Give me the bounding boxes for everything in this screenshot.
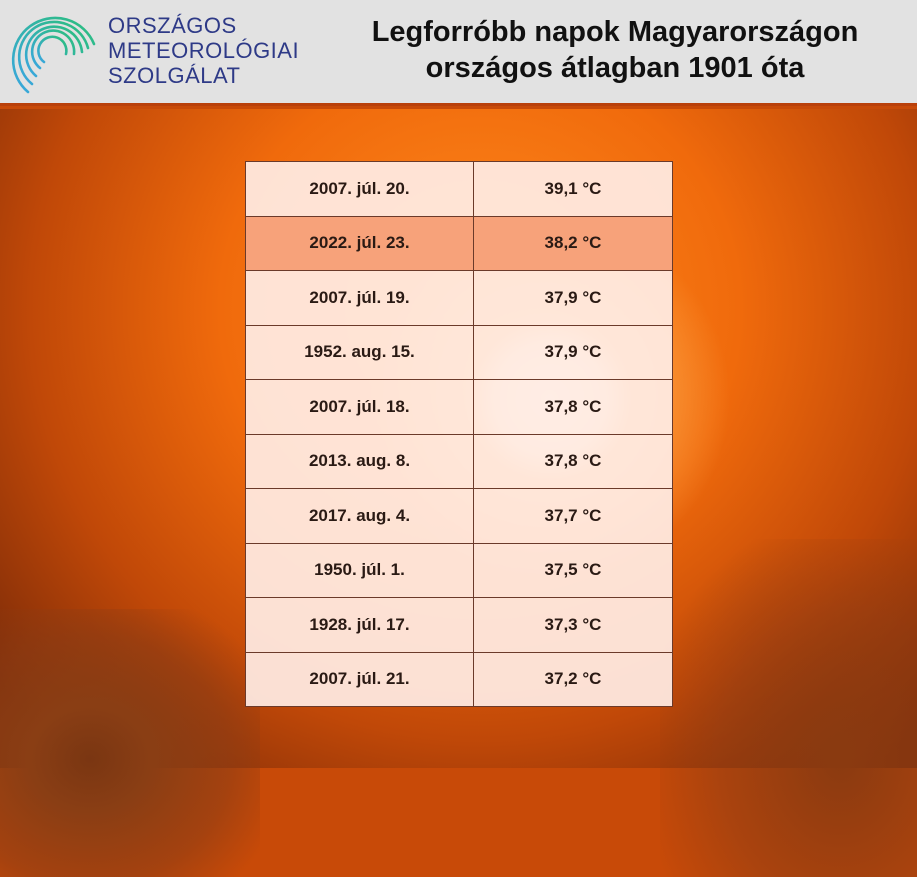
temperature-cell: 37,8 °C — [473, 379, 673, 435]
logo-line: SZOLGÁLAT — [108, 63, 241, 88]
table-row: 2013. aug. 8. 37,8 °C — [245, 433, 673, 489]
date-cell: 2007. júl. 21. — [245, 651, 474, 707]
temperature-cell: 37,3 °C — [473, 597, 673, 653]
table-row: 2007. júl. 18. 37,8 °C — [245, 379, 673, 435]
temperature-cell: 37,5 °C — [473, 542, 673, 598]
title-line-1: Legforróbb napok Magyarországon — [371, 16, 859, 48]
date-cell: 2022. júl. 23. — [245, 215, 474, 271]
temperature-cell: 39,1 °C — [473, 161, 673, 217]
date-cell: 2007. júl. 19. — [245, 270, 474, 326]
table-row: 1928. júl. 17. 37,3 °C — [245, 597, 673, 653]
omsz-logo-icon — [11, 16, 96, 94]
date-cell: 1952. aug. 15. — [245, 324, 474, 380]
date-cell: 2007. júl. 18. — [245, 379, 474, 435]
temperature-cell: 37,8 °C — [473, 433, 673, 489]
logo-text: ORSZÁGOS METEOROLÓGIAI SZOLGÁLAT — [108, 13, 299, 88]
date-cell: 2013. aug. 8. — [245, 433, 474, 489]
table-row: 1952. aug. 15. 37,9 °C — [245, 324, 673, 380]
date-cell: 1950. júl. 1. — [245, 542, 474, 598]
header: ORSZÁGOS METEOROLÓGIAI SZOLGÁLAT Legforr… — [0, 0, 917, 106]
temperature-cell: 38,2 °C — [473, 215, 673, 271]
title-line-2: országos átlagban 1901 óta — [425, 52, 805, 84]
date-cell: 2007. júl. 20. — [245, 161, 474, 217]
page-title: Legforróbb napok Magyarországon országos… — [330, 14, 900, 86]
table-row: 2017. aug. 4. 37,7 °C — [245, 488, 673, 544]
temperature-cell: 37,9 °C — [473, 270, 673, 326]
logo-line: METEOROLÓGIAI — [108, 38, 300, 63]
table-row: 2022. júl. 23. 38,2 °C — [245, 215, 673, 271]
hottest-days-table: 2007. júl. 20. 39,1 °C 2022. júl. 23. 38,2 … — [245, 161, 673, 707]
temperature-cell: 37,2 °C — [473, 651, 673, 707]
table-row: 2007. júl. 20. 39,1 °C — [245, 161, 673, 217]
table-row: 2007. júl. 21. 37,2 °C — [245, 651, 673, 707]
date-cell: 2017. aug. 4. — [245, 488, 474, 544]
table-row: 2007. júl. 19. 37,9 °C — [245, 270, 673, 326]
logo-line: ORSZÁGOS — [108, 13, 237, 38]
cloud-right — [660, 539, 917, 877]
table-row: 1950. júl. 1. 37,5 °C — [245, 542, 673, 598]
date-cell: 1928. júl. 17. — [245, 597, 474, 653]
temperature-cell: 37,7 °C — [473, 488, 673, 544]
cloud-left — [0, 609, 260, 877]
temperature-cell: 37,9 °C — [473, 324, 673, 380]
